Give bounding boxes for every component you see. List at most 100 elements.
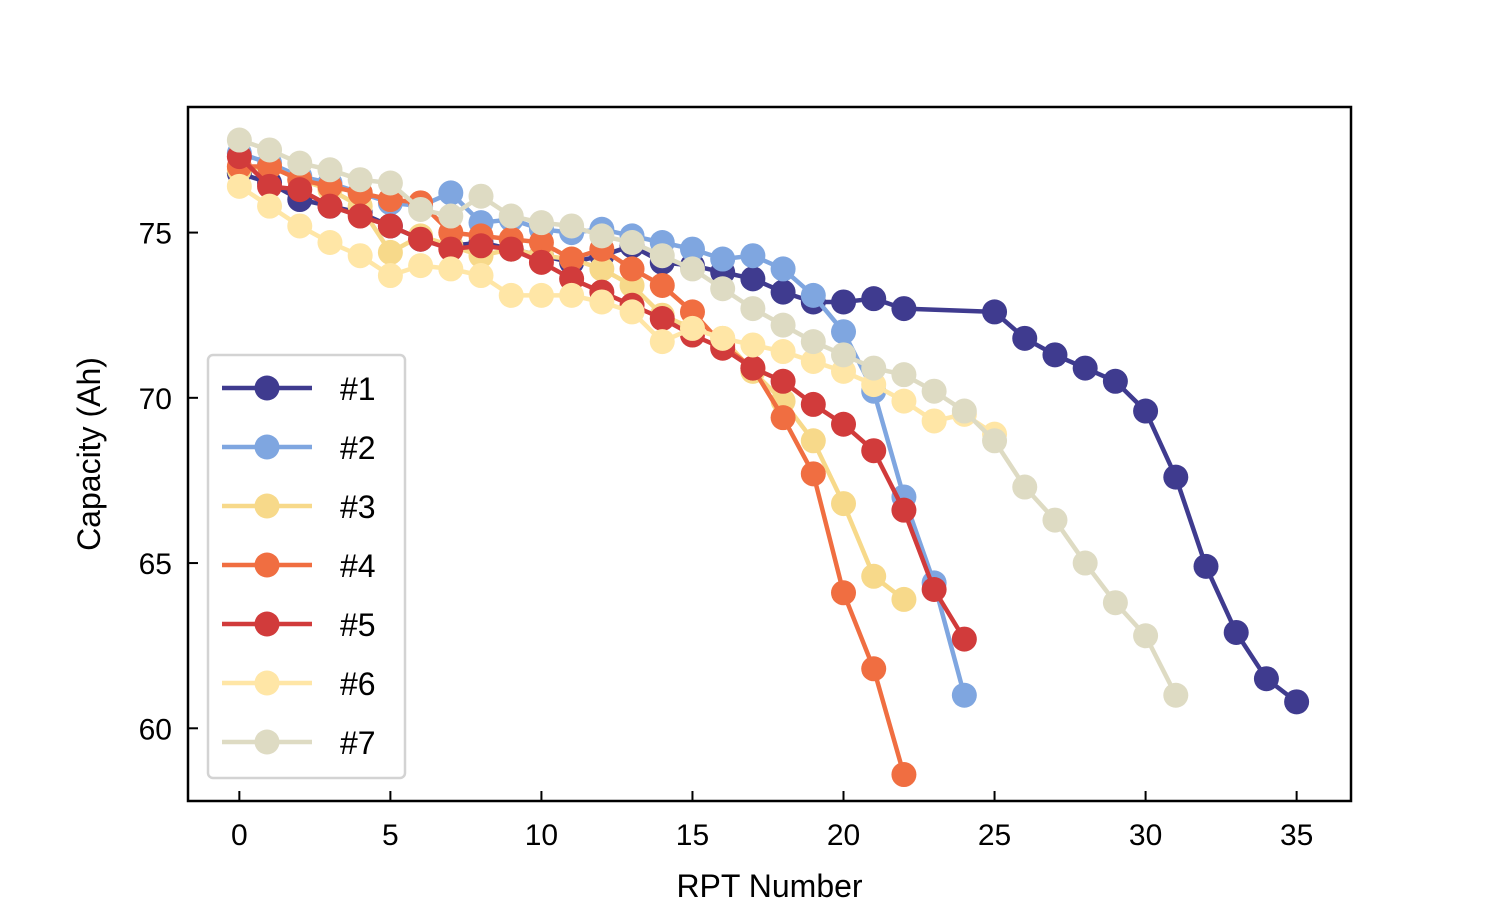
data-point [1042,342,1068,368]
data-point [257,137,283,163]
data-point [257,193,283,219]
data-point [1102,368,1128,394]
data-point [619,299,645,325]
legend-label: #1 [340,371,376,407]
data-point [498,282,524,308]
data-point [800,282,826,308]
data-point [800,348,826,374]
data-point [589,223,615,249]
legend: #1 #2 #3 #4 #5 #6 #7 [206,353,407,780]
x-tick-label: 35 [1280,819,1313,852]
data-point [438,236,464,262]
y-tick-label: 70 [139,383,172,416]
data-point [1102,590,1128,616]
legend-entry: #2 [222,430,376,466]
data-point [649,243,675,269]
data-point [951,626,977,652]
data-point [740,296,766,322]
data-point [1042,507,1068,533]
data-point [377,170,403,196]
legend-marker [254,670,280,696]
data-point [619,256,645,282]
data-point [861,438,887,464]
data-point [347,167,373,193]
data-point [891,762,917,788]
data-point [1163,464,1189,490]
data-point [649,272,675,298]
data-point [861,355,887,381]
data-point [1133,623,1159,649]
data-point [589,289,615,315]
data-point [770,339,796,365]
data-point [831,342,857,368]
data-point [831,580,857,606]
x-tick-label: 25 [978,819,1011,852]
legend-marker [254,552,280,578]
data-point [921,576,947,602]
legend-entry: #3 [222,489,376,525]
x-tick-label: 0 [231,819,248,852]
legend-marker [254,611,280,637]
y-tick-label: 60 [139,713,172,746]
data-point [679,256,705,282]
data-point [528,249,554,275]
legend-entry: #5 [222,607,376,643]
data-point [1012,325,1038,351]
data-point [377,263,403,289]
data-point [619,229,645,255]
data-point [408,253,434,279]
data-point [891,388,917,414]
data-point [1223,619,1249,645]
data-point [982,299,1008,325]
data-point [921,408,947,434]
data-point [559,282,585,308]
data-point [528,210,554,236]
data-point [347,243,373,269]
series-6 [226,173,1008,447]
data-point [710,325,736,351]
data-point [1253,666,1279,692]
data-point [740,243,766,269]
data-point [287,177,313,203]
data-point [408,196,434,222]
data-point [468,263,494,289]
x-tick-label: 15 [676,819,709,852]
legend-entry: #4 [222,548,376,584]
series-7 [226,127,1189,708]
data-point [921,378,947,404]
data-point [287,150,313,176]
y-tick-label: 65 [139,548,172,581]
legend-label: #7 [340,725,376,761]
data-point [498,236,524,262]
legend-marker [254,434,280,460]
legend-label: #6 [340,666,376,702]
data-point [589,256,615,282]
data-point [951,398,977,424]
data-point [861,656,887,682]
data-point [498,203,524,229]
data-point [317,193,343,219]
data-point [1133,398,1159,424]
data-point [1072,355,1098,381]
data-point [226,127,252,153]
data-point [800,428,826,454]
data-point [800,391,826,417]
data-point [377,213,403,239]
data-point [710,246,736,272]
data-point [1163,682,1189,708]
data-point [559,246,585,272]
data-point [528,229,554,255]
data-point [800,461,826,487]
legend-entry: #1 [222,371,376,407]
y-tick-label: 75 [139,218,172,251]
legend-label: #5 [340,607,376,643]
data-point [1012,474,1038,500]
data-point [438,256,464,282]
data-point [891,586,917,612]
legend-marker [254,493,280,519]
legend-marker [254,375,280,401]
data-point [257,173,283,199]
data-point [317,229,343,255]
data-point [770,368,796,394]
axis-ticks: 0 5 10 15 20 25 30 35 60 65 70 75 [139,218,1314,852]
